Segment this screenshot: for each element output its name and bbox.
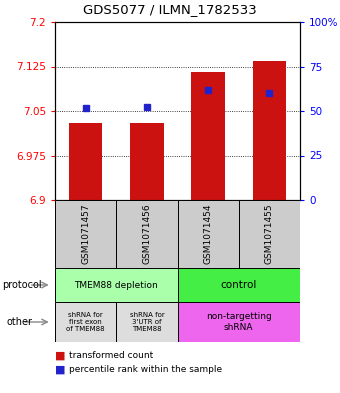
Text: control: control — [221, 280, 257, 290]
Text: GSM1071457: GSM1071457 — [81, 204, 90, 264]
Text: GSM1071456: GSM1071456 — [142, 204, 151, 264]
Text: non-targetting
shRNA: non-targetting shRNA — [206, 312, 272, 332]
Bar — [55, 268, 177, 302]
Text: ■: ■ — [55, 351, 66, 361]
Text: protocol: protocol — [2, 280, 41, 290]
Text: GDS5077 / ILMN_1782533: GDS5077 / ILMN_1782533 — [83, 4, 257, 17]
Bar — [55, 200, 116, 268]
Text: GSM1071455: GSM1071455 — [265, 204, 274, 264]
Bar — [116, 302, 177, 342]
Bar — [55, 302, 116, 342]
Text: shRNA for
first exon
of TMEM88: shRNA for first exon of TMEM88 — [66, 312, 105, 332]
Text: ■: ■ — [55, 365, 66, 375]
Bar — [130, 123, 164, 200]
Bar — [177, 200, 239, 268]
Text: GSM1071454: GSM1071454 — [204, 204, 212, 264]
Text: percentile rank within the sample: percentile rank within the sample — [69, 365, 222, 375]
Bar — [69, 123, 102, 200]
Text: transformed count: transformed count — [69, 351, 153, 360]
Bar — [239, 200, 300, 268]
Bar — [116, 200, 177, 268]
Text: TMEM88 depletion: TMEM88 depletion — [74, 281, 158, 290]
Bar — [177, 268, 300, 302]
Bar — [177, 302, 300, 342]
Text: shRNA for
3'UTR of
TMEM88: shRNA for 3'UTR of TMEM88 — [130, 312, 164, 332]
Bar — [191, 72, 225, 200]
Text: other: other — [7, 317, 33, 327]
Bar — [253, 61, 286, 200]
